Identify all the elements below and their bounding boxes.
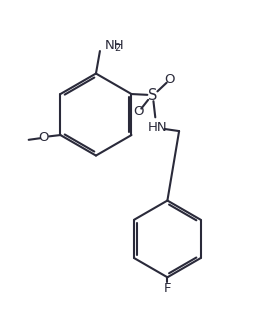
Text: NH: NH	[105, 39, 124, 52]
Text: S: S	[148, 88, 157, 103]
Text: O: O	[165, 73, 175, 86]
Text: HN: HN	[147, 121, 167, 134]
Text: O: O	[39, 131, 49, 144]
Text: O: O	[133, 105, 143, 118]
Text: 2: 2	[115, 43, 121, 53]
Text: F: F	[164, 282, 171, 295]
